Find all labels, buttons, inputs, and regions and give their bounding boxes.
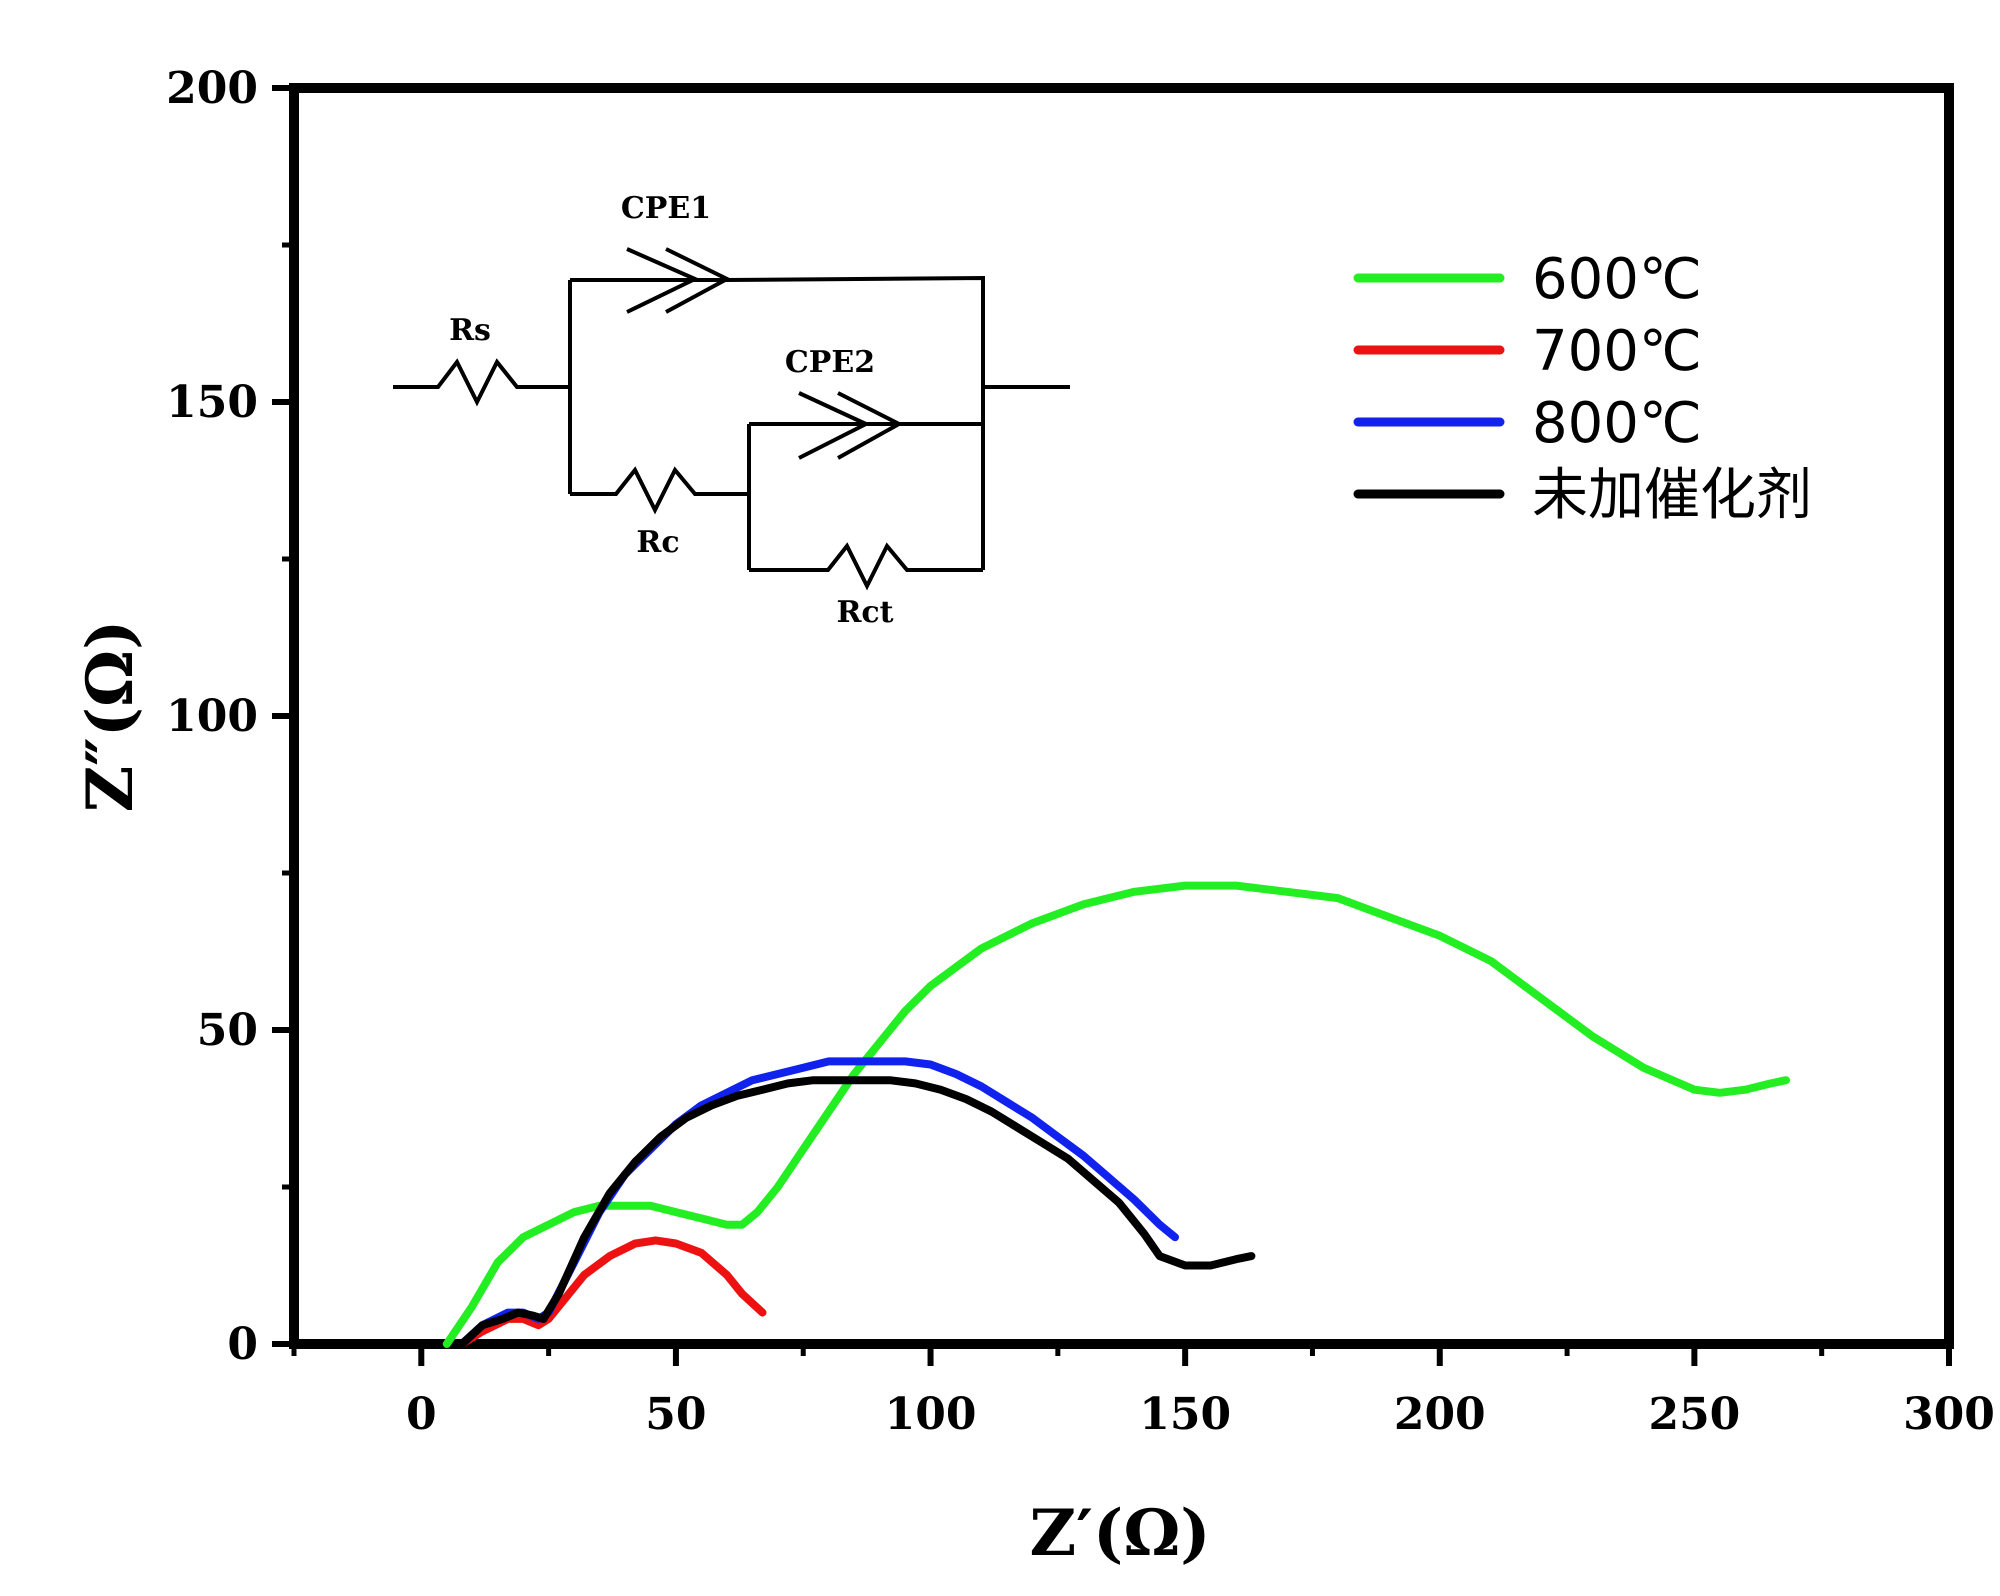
x-tick-label: 0 bbox=[406, 1389, 437, 1440]
cpe2-element-b bbox=[837, 391, 904, 460]
rc-label: Rc bbox=[636, 525, 679, 560]
y-axis-title: Z″(Ω) bbox=[73, 620, 148, 813]
cpe2-label: CPE2 bbox=[785, 345, 875, 380]
y-tick-label: 50 bbox=[197, 1005, 258, 1056]
rs-resistor bbox=[393, 358, 570, 407]
series-line-3 bbox=[458, 1057, 1179, 1348]
x-axis-title: Z′(Ω) bbox=[1029, 1496, 1210, 1571]
series-line-1 bbox=[442, 881, 1790, 1348]
x-tick-label: 100 bbox=[885, 1389, 977, 1440]
rs-label: Rs bbox=[449, 313, 491, 348]
cpe1-element-a bbox=[626, 247, 700, 314]
x-tick-label: 300 bbox=[1903, 1389, 1995, 1440]
rct-label: Rct bbox=[836, 595, 893, 630]
x-tick-label: 250 bbox=[1648, 1389, 1740, 1440]
x-tick-label: 200 bbox=[1394, 1389, 1486, 1440]
series-line-2 bbox=[458, 1236, 767, 1348]
x-axis-ticks bbox=[291, 1344, 1952, 1366]
data-series bbox=[442, 881, 1790, 1348]
y-axis-tick-labels: 0 50 100 150 200 bbox=[166, 63, 258, 1370]
legend-label: 600℃ bbox=[1532, 247, 1702, 312]
legend-label: 未加催化剂 bbox=[1532, 463, 1812, 528]
equivalent-circuit-diagram: Rs CPE1 Rc CPE2 Rct bbox=[393, 191, 1070, 630]
y-tick-label: 0 bbox=[227, 1319, 258, 1370]
series-line-4 bbox=[458, 1076, 1256, 1348]
legend-label: 700℃ bbox=[1532, 319, 1702, 384]
rc-resistor bbox=[570, 466, 749, 515]
x-tick-label: 50 bbox=[645, 1389, 706, 1440]
cpe1-wire-right bbox=[724, 275, 985, 570]
rct-resistor bbox=[749, 542, 983, 591]
y-axis-ticks bbox=[272, 85, 294, 1347]
x-tick-label: 150 bbox=[1139, 1389, 1231, 1440]
y-tick-label: 200 bbox=[166, 63, 258, 114]
legend: 600℃ 700℃ 800℃ 未加催化剂 bbox=[1353, 247, 1812, 528]
cpe2-element-a bbox=[798, 391, 871, 460]
cpe1-label: CPE1 bbox=[621, 191, 711, 226]
y-tick-label: 100 bbox=[166, 691, 258, 742]
legend-label: 800℃ bbox=[1532, 391, 1702, 456]
x-axis-tick-labels: 0 50 100 150 200 250 300 bbox=[406, 1389, 1995, 1440]
y-tick-label: 150 bbox=[166, 377, 258, 428]
